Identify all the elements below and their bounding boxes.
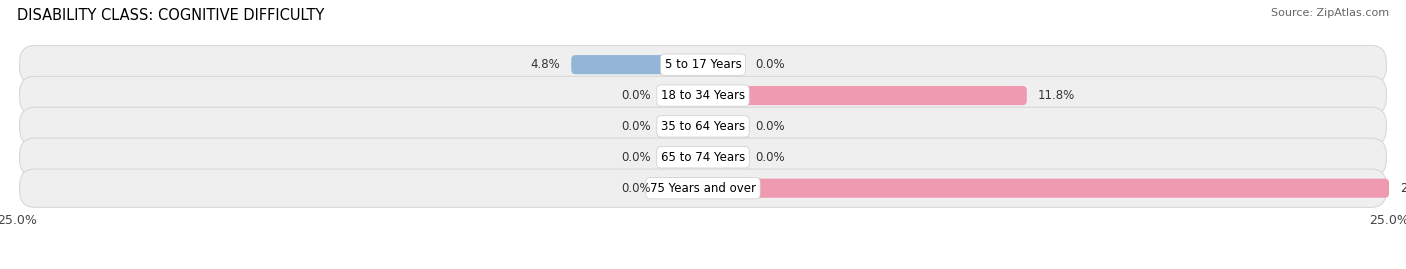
- FancyBboxPatch shape: [703, 86, 1026, 105]
- Text: 0.0%: 0.0%: [755, 120, 785, 133]
- FancyBboxPatch shape: [703, 117, 744, 136]
- Text: 0.0%: 0.0%: [755, 151, 785, 164]
- FancyBboxPatch shape: [20, 76, 1386, 115]
- Text: DISABILITY CLASS: COGNITIVE DIFFICULTY: DISABILITY CLASS: COGNITIVE DIFFICULTY: [17, 8, 325, 23]
- FancyBboxPatch shape: [703, 148, 744, 167]
- FancyBboxPatch shape: [20, 45, 1386, 84]
- FancyBboxPatch shape: [20, 107, 1386, 146]
- Text: 0.0%: 0.0%: [621, 182, 651, 195]
- FancyBboxPatch shape: [20, 138, 1386, 176]
- FancyBboxPatch shape: [662, 117, 703, 136]
- FancyBboxPatch shape: [703, 179, 1389, 198]
- Text: 0.0%: 0.0%: [621, 120, 651, 133]
- Text: 35 to 64 Years: 35 to 64 Years: [661, 120, 745, 133]
- Text: 65 to 74 Years: 65 to 74 Years: [661, 151, 745, 164]
- Text: 11.8%: 11.8%: [1038, 89, 1076, 102]
- Text: 4.8%: 4.8%: [530, 58, 560, 71]
- Text: 25.0%: 25.0%: [1400, 182, 1406, 195]
- Text: 0.0%: 0.0%: [621, 89, 651, 102]
- FancyBboxPatch shape: [662, 179, 703, 198]
- FancyBboxPatch shape: [703, 55, 744, 74]
- Text: 0.0%: 0.0%: [755, 58, 785, 71]
- FancyBboxPatch shape: [571, 55, 703, 74]
- Text: 18 to 34 Years: 18 to 34 Years: [661, 89, 745, 102]
- Text: 0.0%: 0.0%: [621, 151, 651, 164]
- FancyBboxPatch shape: [662, 86, 703, 105]
- FancyBboxPatch shape: [20, 169, 1386, 207]
- Text: Source: ZipAtlas.com: Source: ZipAtlas.com: [1271, 8, 1389, 18]
- Text: 75 Years and over: 75 Years and over: [650, 182, 756, 195]
- Text: 5 to 17 Years: 5 to 17 Years: [665, 58, 741, 71]
- FancyBboxPatch shape: [662, 148, 703, 167]
